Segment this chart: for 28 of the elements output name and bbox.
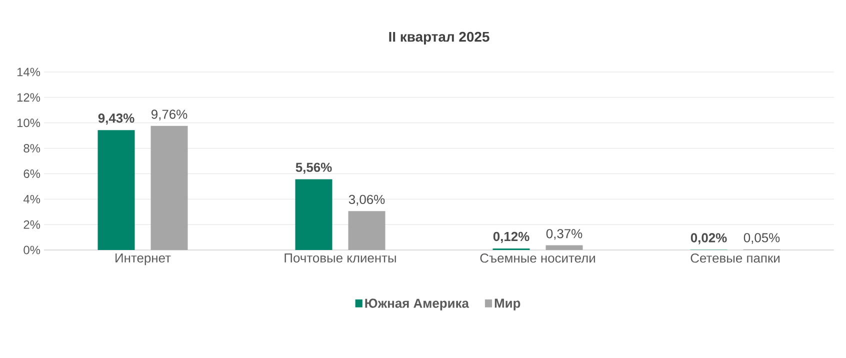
data-label: 3,06% [348,194,385,206]
bar [546,245,583,250]
x-tick-label: Почтовые клиенты [284,254,396,263]
y-tick-label: 4% [23,194,40,204]
bar [295,179,332,250]
data-label: 0,12% [493,232,530,243]
y-tick-label: 14% [17,68,40,76]
y-tick-label: 6% [24,169,40,178]
legend-label: Южная Америка [365,298,470,310]
x-tick-label: Съемные носители [480,254,595,263]
data-label: 9,76% [152,110,188,120]
data-label: 9,43% [98,114,134,125]
data-label: 0,37% [546,229,582,240]
data-label: 0,05% [744,233,780,244]
bar [98,130,135,250]
chart-title: II квартал 2025 [389,32,490,44]
y-tick-label: 12% [17,93,40,102]
y-tick-label: 0% [24,246,40,254]
x-tick-label: Интернет [116,254,171,266]
data-label: 5,56% [296,162,332,174]
y-tick-label: 10% [17,118,40,128]
y-tick-label: 2% [24,220,40,229]
y-tick-label: 8% [24,144,40,153]
bar [150,126,188,250]
x-tick-label: Сетевые папки [690,254,780,263]
legend-label: Мир [494,298,520,310]
data-label: 0,02% [690,233,727,244]
bar [348,211,386,250]
